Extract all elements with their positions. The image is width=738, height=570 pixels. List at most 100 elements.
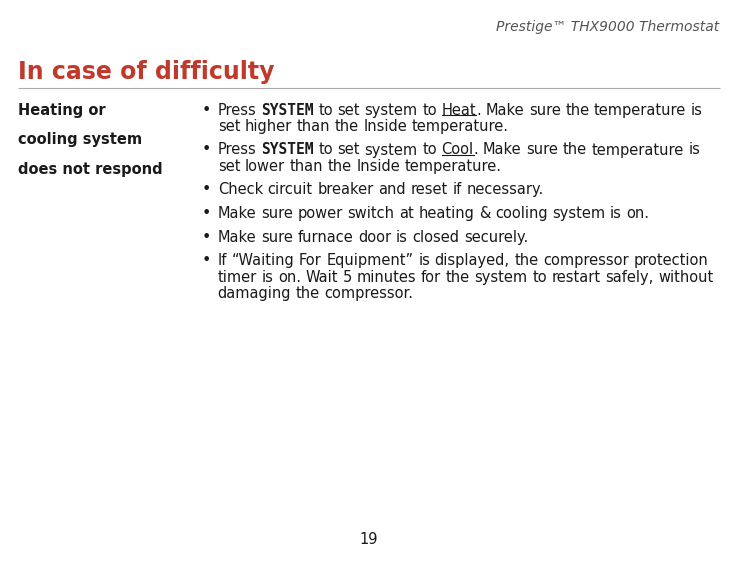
- Text: to: to: [422, 103, 437, 117]
- Text: sure: sure: [261, 230, 293, 245]
- Text: sure: sure: [529, 103, 561, 117]
- Text: safely,: safely,: [605, 270, 653, 284]
- Text: than: than: [297, 119, 330, 134]
- Text: Make: Make: [483, 142, 522, 157]
- Text: timer: timer: [218, 270, 257, 284]
- Text: set: set: [337, 103, 360, 117]
- Text: necessary.: necessary.: [466, 182, 543, 197]
- Text: closed: closed: [412, 230, 459, 245]
- Text: &: &: [479, 206, 490, 221]
- Text: the: the: [563, 142, 587, 157]
- Text: If: If: [218, 253, 227, 268]
- Text: power: power: [297, 206, 342, 221]
- Text: heating: heating: [418, 206, 475, 221]
- Text: is: is: [610, 206, 621, 221]
- Text: SYSTEM: SYSTEM: [261, 142, 314, 157]
- Text: door: door: [358, 230, 391, 245]
- Text: Heat: Heat: [441, 103, 476, 117]
- Text: securely.: securely.: [463, 230, 528, 245]
- Text: •: •: [201, 206, 211, 221]
- Text: system: system: [365, 142, 418, 157]
- Text: For: For: [299, 253, 322, 268]
- Text: temperature: temperature: [592, 142, 684, 157]
- Text: cooling: cooling: [495, 206, 548, 221]
- Text: Check: Check: [218, 182, 263, 197]
- Text: sure: sure: [526, 142, 558, 157]
- Text: to: to: [318, 103, 333, 117]
- Text: the: the: [296, 286, 320, 301]
- Text: lower: lower: [245, 159, 285, 174]
- Text: for: for: [421, 270, 441, 284]
- Text: to: to: [532, 270, 547, 284]
- Text: is: is: [418, 253, 430, 268]
- Text: compressor.: compressor.: [325, 286, 413, 301]
- Text: temperature.: temperature.: [405, 159, 502, 174]
- Text: breaker: breaker: [317, 182, 373, 197]
- Text: compressor: compressor: [543, 253, 629, 268]
- Text: is: is: [691, 103, 703, 117]
- Text: •: •: [201, 230, 211, 245]
- Text: set: set: [218, 119, 240, 134]
- Text: set: set: [337, 142, 360, 157]
- Text: Inside: Inside: [356, 159, 400, 174]
- Text: •: •: [201, 253, 211, 268]
- Text: to: to: [422, 142, 437, 157]
- Text: the: the: [514, 253, 539, 268]
- Text: .: .: [474, 142, 478, 157]
- Text: at: at: [399, 206, 414, 221]
- Text: on.: on.: [278, 270, 301, 284]
- Text: system: system: [552, 206, 605, 221]
- Text: displayed,: displayed,: [435, 253, 510, 268]
- Text: Press: Press: [218, 142, 257, 157]
- Text: is: is: [396, 230, 407, 245]
- Text: •: •: [201, 103, 211, 117]
- Text: .: .: [476, 103, 481, 117]
- Text: is: is: [261, 270, 274, 284]
- Text: cooling system: cooling system: [18, 132, 142, 147]
- Text: Heating or: Heating or: [18, 103, 106, 117]
- Text: •: •: [201, 182, 211, 197]
- Text: is: is: [689, 142, 700, 157]
- Text: Prestige™ THX9000 Thermostat: Prestige™ THX9000 Thermostat: [496, 20, 720, 34]
- Text: •: •: [201, 142, 211, 157]
- Text: Make: Make: [218, 230, 256, 245]
- Text: system: system: [475, 270, 528, 284]
- Text: Make: Make: [218, 206, 256, 221]
- Text: and: and: [378, 182, 406, 197]
- Text: restart: restart: [551, 270, 601, 284]
- Text: Press: Press: [218, 103, 257, 117]
- Text: the: the: [565, 103, 590, 117]
- Text: protection: protection: [633, 253, 708, 268]
- Text: on.: on.: [627, 206, 649, 221]
- Text: to: to: [318, 142, 333, 157]
- Text: SYSTEM: SYSTEM: [261, 103, 314, 117]
- Text: the: the: [446, 270, 470, 284]
- Text: In case of difficulty: In case of difficulty: [18, 60, 275, 84]
- Text: system: system: [365, 103, 418, 117]
- Text: does not respond: does not respond: [18, 162, 163, 177]
- Text: the: the: [335, 119, 359, 134]
- Text: if: if: [452, 182, 461, 197]
- Text: 19: 19: [359, 532, 379, 547]
- Text: 5: 5: [343, 270, 352, 284]
- Text: temperature.: temperature.: [412, 119, 509, 134]
- Text: minutes: minutes: [356, 270, 416, 284]
- Text: sure: sure: [261, 206, 293, 221]
- Text: furnace: furnace: [297, 230, 354, 245]
- Text: temperature: temperature: [594, 103, 686, 117]
- Text: higher: higher: [245, 119, 292, 134]
- Text: reset: reset: [410, 182, 448, 197]
- Text: Inside: Inside: [364, 119, 407, 134]
- Text: set: set: [218, 159, 240, 174]
- Text: Wait: Wait: [306, 270, 338, 284]
- Text: the: the: [328, 159, 352, 174]
- Text: switch: switch: [348, 206, 394, 221]
- Text: than: than: [289, 159, 323, 174]
- Text: circuit: circuit: [268, 182, 313, 197]
- Text: Equipment”: Equipment”: [326, 253, 413, 268]
- Text: without: without: [658, 270, 714, 284]
- Text: damaging: damaging: [218, 286, 292, 301]
- Text: “Waiting: “Waiting: [232, 253, 294, 268]
- Text: Make: Make: [486, 103, 524, 117]
- Text: Cool: Cool: [441, 142, 474, 157]
